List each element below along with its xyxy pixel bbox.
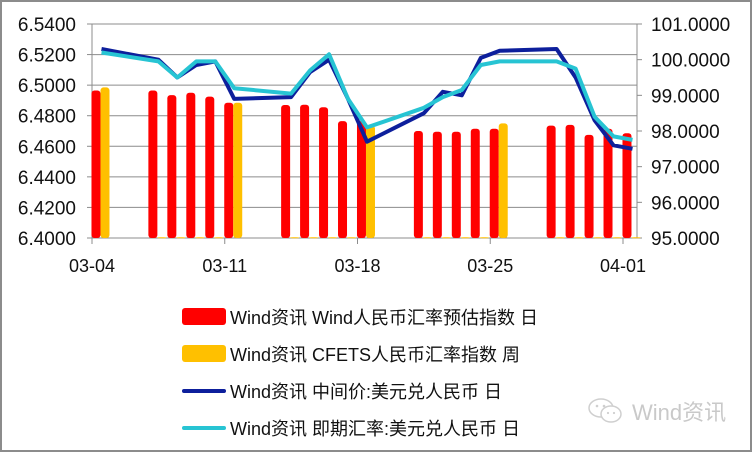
legend-label: Wind资讯 中间价:美元兑人民币 日 [230,381,503,402]
bar [631,237,641,239]
y-right-tick-label: 97.0000 [651,158,720,179]
bar [328,237,338,239]
y-right-tick-label: 99.0000 [651,86,720,107]
y-right-tick-label: 98.0000 [651,122,720,143]
y-tick-label: 6.4400 [18,168,76,189]
bar [460,237,470,239]
bar [300,104,310,238]
y-tick-label: 6.4800 [18,107,76,128]
bar [167,95,177,238]
bar [603,128,613,238]
bar [565,124,575,238]
y-right-tick-label: 100.0000 [651,51,730,72]
bar [148,90,158,238]
bar [290,237,300,239]
x-tick-label: 03-04 [69,256,115,276]
bar [233,102,243,238]
legend-label: Wind资讯 Wind人民币汇率预估指数 日 [230,307,539,328]
wechat-icon [588,398,622,423]
bar [186,92,196,239]
legend-item-wind-index: Wind资讯 Wind人民币汇率预估指数 日 [182,298,538,335]
bar [338,121,348,238]
legend-item-cfets-index: Wind资讯 CFETS人民币汇率指数 周 [182,335,538,372]
y-tick-label: 6.4600 [18,137,76,158]
x-tick-label: 04-01 [600,256,646,276]
bar [205,96,215,238]
bar [441,237,451,239]
cyan-line-swatch-icon [182,425,226,430]
bar [157,237,167,239]
bar [347,237,357,239]
legend-label: Wind资讯 即期汇率:美元兑人民币 日 [230,418,521,439]
series-line [101,50,633,142]
y-tick-label: 6.5200 [18,46,76,67]
bar [91,90,101,238]
x-tick-label: 03-18 [334,256,380,276]
legend-item-spot-rate: Wind资讯 即期汇率:美元兑人民币 日 [182,409,538,446]
legend-label: Wind资讯 CFETS人民币汇率指数 周 [230,344,521,365]
y-tick-label: 6.5400 [18,15,76,36]
legend: Wind资讯 Wind人民币汇率预估指数 日 Wind资讯 CFETS人民币汇率… [182,298,538,446]
bar [432,131,442,238]
bar [546,125,556,238]
red-bar-swatch-icon [182,308,226,325]
bar [281,105,291,238]
chart-plot: 6.5400 6.5200 6.5000 6.4800 6.4600 6.4400 6.42… [18,15,730,276]
bar [489,128,499,238]
bar [451,131,461,238]
y-right-tick-label: 101.0000 [651,15,730,36]
navy-line-swatch-icon [182,388,226,393]
bar [309,237,319,239]
bar [479,237,489,239]
orange-bar-swatch-icon [182,345,226,362]
watermark-text: Wind资讯 [632,400,727,425]
y-tick-label: 6.4200 [18,198,76,219]
bar [593,237,603,239]
x-tick-label: 03-25 [467,256,513,276]
bar [574,237,584,239]
bar [176,237,186,239]
bar [365,125,375,238]
bar [195,237,205,239]
watermark: Wind资讯 [586,395,726,427]
bar [612,237,622,239]
bar [100,87,110,238]
bar [422,237,432,239]
y-right-tick-label: 96.0000 [651,193,720,214]
bar [498,123,508,238]
y-right-tick-label: 95.0000 [651,229,720,250]
x-tick-label: 03-11 [202,256,247,276]
y-tick-label: 6.4000 [18,229,76,250]
bar [224,102,234,238]
legend-item-central-parity: Wind资讯 中间价:美元兑人民币 日 [182,372,538,409]
bar [470,128,480,238]
bar [413,131,423,238]
bar [555,237,565,239]
bar [214,237,224,239]
bar [622,133,632,238]
bar [584,134,594,238]
bar [356,121,366,238]
y-tick-label: 6.5000 [18,76,76,97]
bar [319,107,329,238]
